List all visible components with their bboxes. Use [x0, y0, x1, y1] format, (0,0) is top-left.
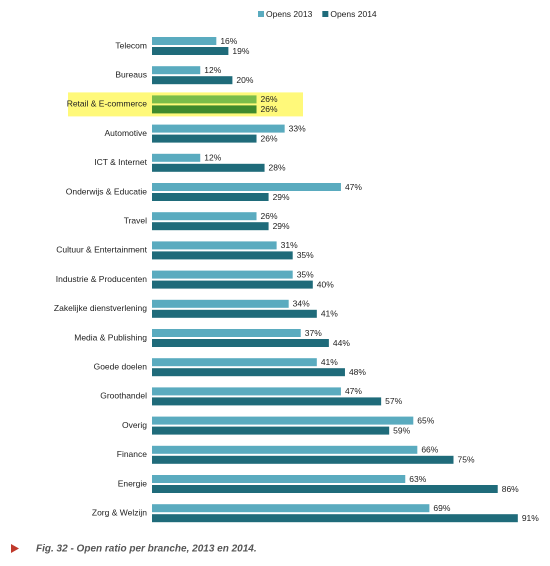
value-label: 91%	[522, 513, 539, 523]
category-label: Media & Publishing	[74, 332, 147, 342]
value-label: 48%	[349, 367, 366, 377]
bar	[152, 485, 498, 493]
legend-label: Opens 2013	[266, 9, 313, 19]
value-label: 20%	[236, 75, 253, 85]
value-label: 57%	[385, 396, 402, 406]
value-label: 12%	[204, 65, 221, 75]
bar	[152, 270, 293, 279]
value-label: 35%	[297, 269, 314, 279]
value-label: 40%	[317, 279, 334, 289]
bar	[152, 329, 301, 337]
category-label: Travel	[124, 215, 147, 225]
category-label: Cultuur & Entertainment	[56, 245, 147, 255]
value-label: 86%	[502, 484, 519, 494]
bar	[152, 76, 233, 85]
value-label: 34%	[293, 299, 310, 309]
value-label: 59%	[393, 425, 410, 435]
category-label: Onderwijs & Educatie	[66, 186, 148, 196]
legend-label: Opens 2014	[330, 9, 377, 19]
caption-marker	[11, 544, 19, 553]
bar	[152, 95, 257, 104]
legend-swatch	[258, 11, 264, 17]
bar	[152, 222, 269, 231]
value-label: 37%	[305, 328, 322, 338]
value-label: 33%	[289, 123, 306, 133]
bar	[152, 397, 382, 406]
bar	[152, 514, 518, 523]
value-label: 29%	[273, 192, 290, 202]
category-label: Telecom	[115, 40, 147, 50]
category-label: Zorg & Welzijn	[92, 507, 147, 517]
value-label: 69%	[433, 503, 450, 513]
value-label: 29%	[273, 221, 290, 231]
category-label: Retail & E-commerce	[67, 99, 148, 109]
value-label: 35%	[297, 250, 314, 260]
value-label: 12%	[204, 153, 221, 163]
value-label: 63%	[409, 474, 426, 484]
bar	[152, 183, 341, 191]
value-label: 47%	[345, 182, 362, 192]
value-label: 26%	[261, 94, 278, 104]
caption: Fig. 32 - Open ratio per branche, 2013 e…	[36, 544, 257, 555]
category-label: ICT & Internet	[94, 157, 147, 167]
value-label: 16%	[220, 36, 237, 46]
category-label: Energie	[118, 478, 148, 488]
bar	[152, 105, 257, 114]
category-label: Overig	[122, 420, 147, 430]
value-label: 41%	[321, 309, 338, 319]
bar	[152, 163, 265, 172]
value-label: 19%	[232, 46, 249, 56]
bar	[152, 241, 277, 250]
category-label: Industrie & Producenten	[56, 274, 147, 284]
category-label: Bureaus	[115, 69, 147, 79]
value-label: 26%	[261, 133, 278, 143]
category-label: Groothandel	[100, 391, 147, 401]
bar	[152, 47, 229, 55]
value-label: 65%	[417, 415, 434, 425]
value-label: 41%	[321, 357, 338, 367]
bar	[152, 387, 341, 396]
value-label: 28%	[269, 163, 286, 173]
bar	[152, 153, 201, 162]
bar	[152, 212, 257, 221]
bar	[152, 358, 317, 367]
value-label: 31%	[281, 240, 298, 250]
value-label: 47%	[345, 386, 362, 396]
bar	[152, 193, 269, 201]
bar	[152, 299, 289, 308]
bar	[152, 368, 345, 377]
bar	[152, 475, 406, 483]
bar	[152, 416, 414, 425]
bar	[152, 455, 454, 464]
bar	[152, 280, 313, 289]
bar	[152, 134, 257, 143]
bar	[152, 309, 317, 318]
value-label: 75%	[458, 455, 475, 465]
value-label: 44%	[333, 338, 350, 348]
bar	[152, 251, 293, 260]
value-label: 66%	[421, 445, 438, 455]
category-label: Zakelijke dienstverlening	[54, 303, 147, 313]
bar	[152, 339, 329, 347]
bar	[152, 504, 430, 513]
bar	[152, 124, 285, 133]
bar	[152, 426, 390, 435]
category-label: Goede doelen	[94, 361, 148, 371]
bar	[152, 445, 418, 454]
legend-swatch	[322, 11, 329, 17]
category-label: Automotive	[104, 128, 147, 138]
bar	[152, 37, 217, 45]
bar	[152, 66, 201, 75]
value-label: 26%	[261, 211, 278, 221]
value-label: 26%	[261, 104, 278, 114]
category-label: Finance	[117, 449, 148, 459]
